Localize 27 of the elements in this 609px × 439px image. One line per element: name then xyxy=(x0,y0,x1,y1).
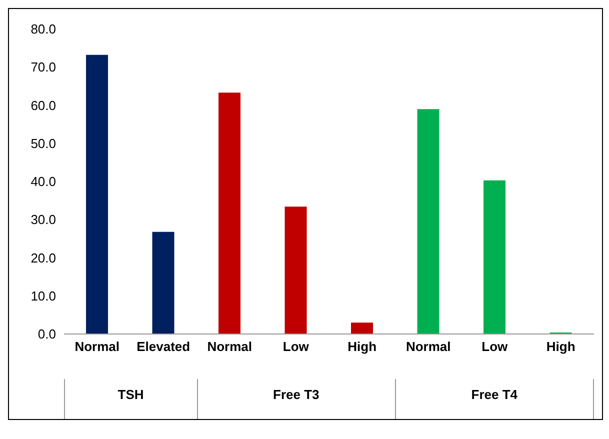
bar xyxy=(152,232,174,334)
x-tick-label: Low xyxy=(282,339,310,354)
bar xyxy=(86,54,108,334)
y-tick-label: 40.0 xyxy=(30,174,56,190)
x-tick-label: Elevated xyxy=(136,339,190,354)
bar xyxy=(284,206,307,334)
y-tick-label: 70.0 xyxy=(30,60,56,75)
text: Free T4 xyxy=(394,379,594,419)
bar xyxy=(351,322,373,334)
text: TSH xyxy=(64,379,196,419)
y-tick-label: 50.0 xyxy=(30,136,56,151)
y-tick-label: 20.0 xyxy=(30,250,56,266)
y-tick-label: 30.0 xyxy=(30,212,56,228)
x-tick-label: Low xyxy=(482,339,509,354)
bar xyxy=(484,180,506,334)
y-tick-label: 80.0 xyxy=(30,22,56,37)
x-tick-label: Normal xyxy=(406,339,451,354)
x-tick-label: High xyxy=(348,339,377,354)
y-tick-label: 10.0 xyxy=(30,288,56,304)
x-tick-label: High xyxy=(546,339,576,354)
bar xyxy=(218,92,240,334)
bar xyxy=(417,109,440,334)
x-tick-label: Normal xyxy=(74,339,120,354)
x-tick-label: Normal xyxy=(207,339,252,354)
y-tick-label: 0.0 xyxy=(38,326,56,342)
y-tick-label: 60.0 xyxy=(30,98,56,113)
text: Free T3 xyxy=(196,379,395,419)
